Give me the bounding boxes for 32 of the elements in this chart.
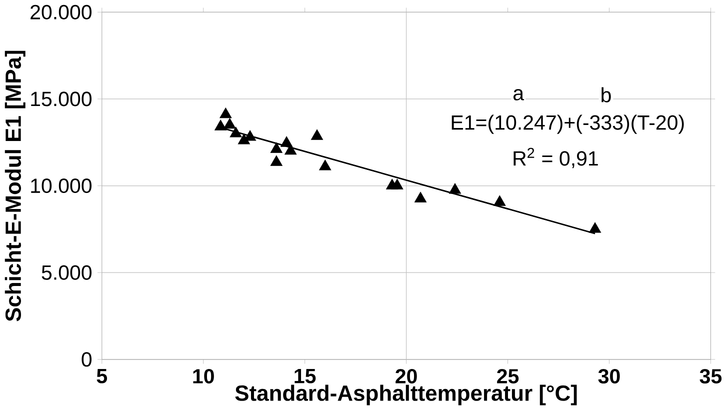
y-tick-label: 0 [82, 352, 92, 367]
point [214, 120, 227, 130]
x-axis-title: Standard-Asphalttemperatur [°C] [235, 384, 577, 406]
annotation: R$^{2}$ = 0,91 [514, 148, 598, 168]
x-tick-label: 20 [396, 368, 417, 384]
y-tick-label: 20.000 [30, 4, 92, 20]
point [311, 129, 324, 140]
x-tick-label: 10 [193, 368, 214, 384]
x-tick-label: 25 [497, 368, 519, 384]
annotation: b [602, 87, 611, 102]
annotation: a [513, 89, 524, 100]
point [230, 126, 242, 138]
point [319, 160, 332, 170]
point [449, 183, 462, 194]
x-tick-label: 35 [700, 368, 722, 384]
point [589, 222, 602, 233]
y-tick-label: 5.000 [42, 265, 92, 280]
point [494, 195, 506, 206]
point [270, 155, 282, 166]
point [391, 178, 404, 190]
y-axis-title: Schicht-E-Modul E1 [MPa] [4, 50, 26, 322]
annotation: E1=(10.247)+(-333)(T-20) [452, 114, 684, 134]
point [270, 142, 282, 153]
point [220, 108, 232, 118]
x-tick-label: 5 [96, 368, 108, 384]
x-tick-label: 15 [294, 368, 316, 384]
x-tick-label: 30 [598, 368, 620, 384]
point [224, 118, 236, 129]
y-tick-label: 10.000 [31, 178, 92, 193]
y-tick-label: 15.000 [31, 92, 92, 106]
point [414, 192, 427, 202]
point [280, 136, 293, 147]
